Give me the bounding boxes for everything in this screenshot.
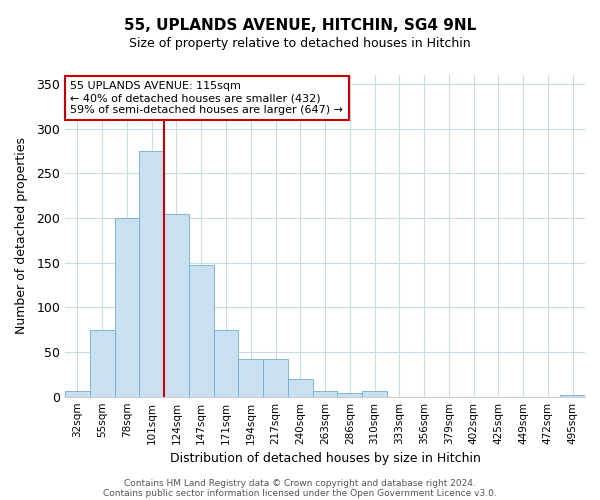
Y-axis label: Number of detached properties: Number of detached properties: [15, 138, 28, 334]
Bar: [65, 392, 90, 396]
Bar: [90, 330, 115, 396]
Bar: [189, 266, 214, 396]
Bar: [263, 359, 288, 397]
Text: Contains public sector information licensed under the Open Government Licence v3: Contains public sector information licen…: [103, 488, 497, 498]
Text: Size of property relative to detached houses in Hitchin: Size of property relative to detached ho…: [129, 38, 471, 51]
Text: 55 UPLANDS AVENUE: 115sqm
← 40% of detached houses are smaller (432)
59% of semi: 55 UPLANDS AVENUE: 115sqm ← 40% of detac…: [70, 82, 343, 114]
Bar: [288, 379, 313, 396]
Text: Contains HM Land Registry data © Crown copyright and database right 2024.: Contains HM Land Registry data © Crown c…: [124, 478, 476, 488]
Bar: [362, 392, 387, 396]
Bar: [313, 392, 337, 396]
Text: 55, UPLANDS AVENUE, HITCHIN, SG4 9NL: 55, UPLANDS AVENUE, HITCHIN, SG4 9NL: [124, 18, 476, 32]
Bar: [560, 395, 585, 396]
X-axis label: Distribution of detached houses by size in Hitchin: Distribution of detached houses by size …: [170, 452, 481, 465]
Bar: [115, 218, 139, 396]
Bar: [337, 393, 362, 396]
Bar: [238, 359, 263, 397]
Bar: [164, 214, 189, 396]
Bar: [214, 330, 238, 396]
Bar: [139, 151, 164, 396]
